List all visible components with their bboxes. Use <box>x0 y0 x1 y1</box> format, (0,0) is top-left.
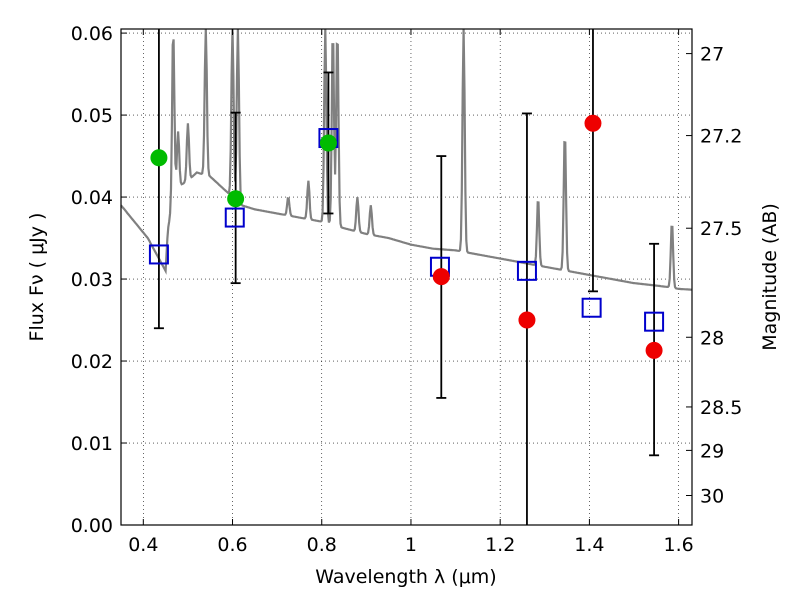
y2-tick-label: 28.5 <box>700 397 742 419</box>
x-tick-label: 0.4 <box>128 534 158 556</box>
plot-frame <box>120 28 693 526</box>
circle-marker <box>645 341 663 359</box>
y2-axis-ticks: 27 27.2 27.5 28 28.5 29 30 <box>686 44 742 507</box>
square-marker <box>224 207 245 228</box>
square-marker <box>644 311 665 332</box>
square-marker <box>148 244 169 265</box>
x-tick-label: 1 <box>405 534 417 556</box>
error-bars <box>153 29 660 525</box>
circle-marker <box>518 311 536 329</box>
y2-tick-label: 28 <box>700 327 724 349</box>
x-tick-label: 1.2 <box>485 534 515 556</box>
x-tick-label: 1.6 <box>664 534 694 556</box>
sed-model-line <box>120 28 692 291</box>
square-marker <box>581 297 602 318</box>
y2-axis-label: Magnitude (AB) <box>759 203 781 351</box>
y-tick-label: 0.06 <box>71 23 113 45</box>
data-points <box>148 114 665 359</box>
x-tick-label: 0.8 <box>307 534 337 556</box>
circle-marker <box>227 190 245 208</box>
y2-tick-label: 27 <box>700 44 724 66</box>
y-axis-label: Flux Fν ( μJy ) <box>26 213 48 342</box>
y-tick-label: 0.01 <box>71 433 113 455</box>
circle-marker <box>584 114 602 132</box>
y2-tick-label: 30 <box>700 485 724 507</box>
circle-marker <box>150 149 168 167</box>
y-tick-label: 0.02 <box>71 351 113 373</box>
y2-tick-label: 29 <box>700 440 724 462</box>
sed-model-curve <box>120 28 692 291</box>
y2-tick-label: 27.5 <box>700 218 742 240</box>
y2-tick-label: 27.2 <box>700 126 742 148</box>
square-marker <box>516 260 537 281</box>
y-tick-label: 0.04 <box>71 187 113 209</box>
y-tick-label: 0.00 <box>71 515 113 537</box>
y-axis-ticks: 0.00 0.01 0.02 0.03 0.04 0.05 0.06 <box>71 23 127 537</box>
grid-lines <box>121 29 692 526</box>
x-axis-label: Wavelength λ (μm) <box>315 566 496 588</box>
y-tick-label: 0.03 <box>71 269 113 291</box>
circle-marker <box>432 268 450 286</box>
x-tick-label: 0.6 <box>217 534 247 556</box>
x-axis-ticks: 0.4 0.6 0.8 1 1.2 1.4 1.6 <box>128 29 694 556</box>
circle-marker <box>319 134 337 152</box>
y-tick-label: 0.05 <box>71 105 113 127</box>
x-tick-label: 1.4 <box>574 534 604 556</box>
